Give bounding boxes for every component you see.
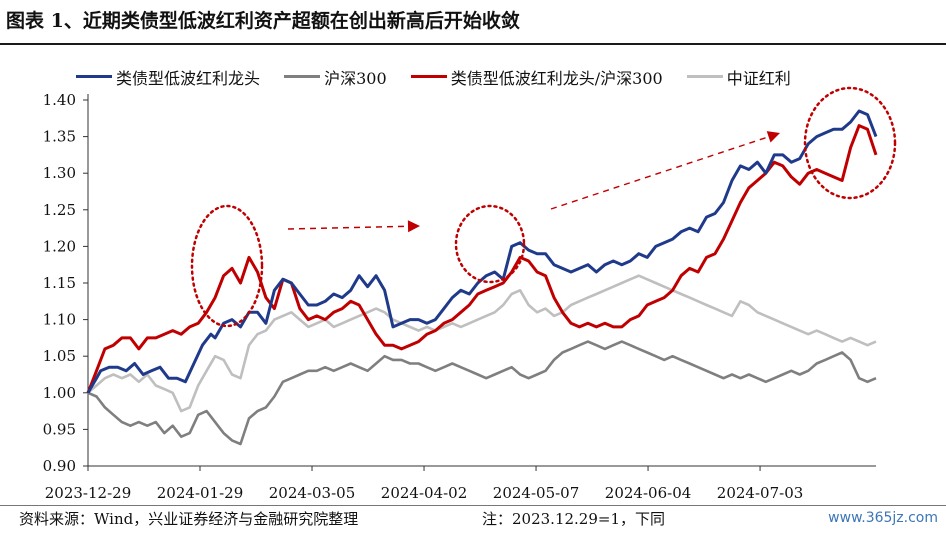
- legend-item-red: 类债型低波红利龙头/沪深300: [410, 65, 663, 89]
- y-tick-label: 1.15: [43, 274, 76, 292]
- series-line: [87, 274, 877, 413]
- x-tick-label: 2024-01-29: [157, 484, 243, 502]
- y-tick-label: 1.00: [43, 384, 76, 402]
- legend: 类债型低波红利龙头 沪深300 类债型低波红利龙头/沪深300 中证红利: [76, 65, 810, 89]
- series-line: [86, 109, 878, 394]
- y-tick-label: 0.95: [43, 420, 76, 438]
- x-tick-label: 2023-12-29: [45, 484, 131, 502]
- legend-label: 中证红利: [726, 69, 791, 88]
- y-tick-label: 1.10: [43, 311, 76, 329]
- legend-item-navy: 类债型低波红利龙头: [76, 65, 260, 89]
- legend-item-light-gray: 中证红利: [686, 65, 791, 89]
- y-tick-label: 0.90: [43, 457, 76, 475]
- series-line: [86, 124, 878, 394]
- legend-swatch-red: [410, 75, 447, 78]
- legend-swatch-gray: [284, 75, 321, 78]
- annotation-arrow-line: [550, 132, 781, 210]
- legend-swatch-navy: [76, 75, 112, 78]
- title-divider: [0, 43, 946, 45]
- annotation-ellipse: [454, 204, 526, 284]
- y-tick-label: 1.35: [43, 128, 76, 146]
- x-tick-label: 2024-03-05: [269, 484, 355, 502]
- y-tick-label: 1.25: [43, 201, 76, 219]
- legend-label: 类债型低波红利龙头: [116, 69, 261, 88]
- x-tick-label: 2024-05-07: [493, 484, 579, 502]
- y-tick-label: 1.05: [43, 347, 76, 365]
- series-line: [87, 340, 877, 446]
- legend-item-gray: 沪深300: [284, 65, 387, 89]
- base-note: 注：2023.12.29=1，下同: [482, 510, 665, 528]
- annotation-arrow-head: [766, 131, 780, 143]
- footer-divider: [0, 505, 946, 506]
- x-tick-label: 2024-07-03: [717, 484, 803, 502]
- annotation-ellipse: [803, 86, 897, 200]
- annotation-arrow-head: [407, 220, 420, 233]
- legend-label: 沪深300: [324, 69, 387, 88]
- y-tick-label: 1.30: [43, 164, 76, 182]
- annotation-ellipse: [190, 204, 264, 328]
- legend-label: 类债型低波红利龙头/沪深300: [450, 69, 663, 88]
- chart-title: 图表 1、近期类债型低波红利资产超额在创出新高后开始收敛: [6, 10, 520, 32]
- annotation-arrow-line: [287, 225, 421, 230]
- x-tick-label: 2024-06-04: [605, 484, 691, 502]
- x-tick-label: 2024-04-02: [381, 484, 467, 502]
- source-note: 资料来源：Wind，兴业证券经济与金融研究院整理: [19, 510, 359, 528]
- y-tick-label: 1.20: [43, 237, 76, 255]
- legend-swatch-light-gray: [686, 75, 723, 78]
- y-tick-label: 1.40: [43, 91, 76, 109]
- watermark: www.365jz.com: [828, 510, 938, 526]
